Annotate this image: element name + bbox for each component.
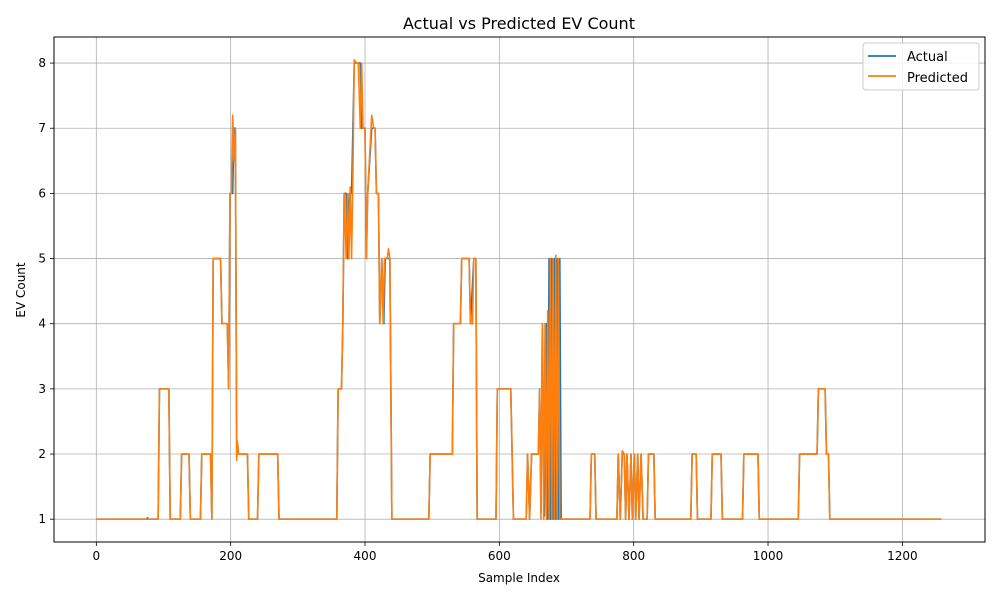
legend-box [862,42,980,91]
y-axis-label: EV Count [14,262,28,318]
y-tick-label: 5 [38,252,46,266]
y-tick-label: 7 [38,121,46,135]
x-tick-label: 400 [354,549,377,563]
series-line-actual [96,62,942,520]
series-layer [96,59,942,520]
x-tick-label: 1200 [887,549,918,563]
y-axis-ticks: 1 2 3 4 5 6 7 8 [38,56,54,526]
x-tick-label: 600 [488,549,511,563]
x-axis-label: Sample Index [478,571,560,585]
y-tick-label: 1 [38,512,46,526]
legend-label-predicted: Predicted [907,71,968,86]
plot-frame [53,36,986,543]
series-line-predicted [96,59,942,520]
x-tick-label: 1000 [753,549,784,563]
y-tick-label: 3 [38,382,46,396]
y-tick-label: 4 [38,317,46,331]
x-tick-label: 200 [219,549,242,563]
y-tick-label: 2 [38,447,46,461]
legend-label-actual: Actual [907,50,948,65]
x-tick-label: 800 [622,549,645,563]
legend: Actual Predicted [862,42,980,91]
y-tick-label: 8 [38,56,46,70]
chart-title: Actual vs Predicted EV Count [403,14,635,33]
x-tick-label: 0 [92,549,100,563]
y-tick-label: 6 [38,186,46,200]
grid-lines [54,37,985,542]
x-axis-ticks: 0 200 400 600 800 1000 1200 [92,542,918,563]
